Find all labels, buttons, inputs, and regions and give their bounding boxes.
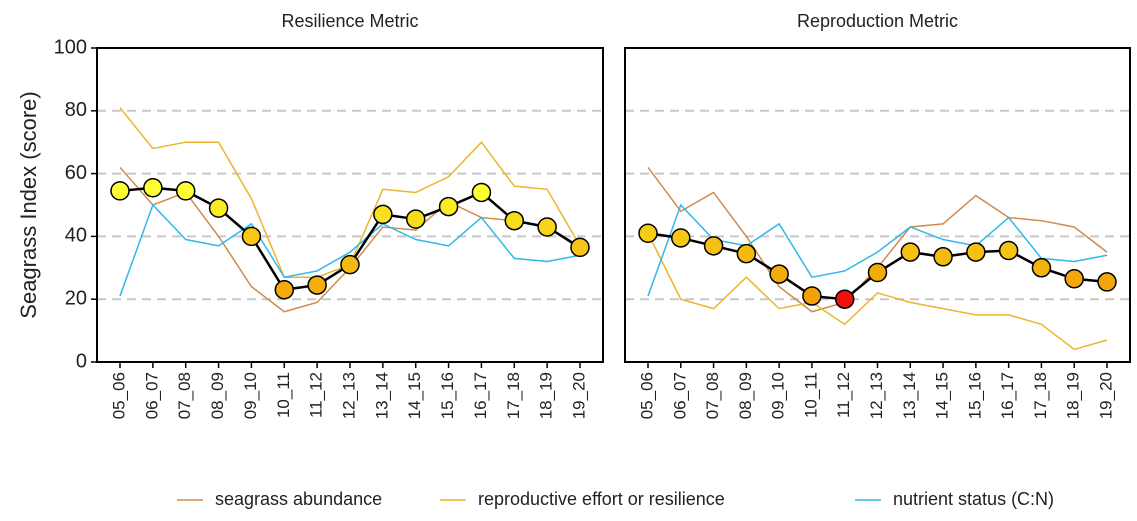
index-point	[671, 228, 691, 248]
index-point	[570, 237, 590, 258]
series-line	[119, 203, 581, 297]
panel-frame	[96, 47, 604, 363]
panel-title: Reproduction Metric	[797, 11, 958, 31]
y-tick-label: 0	[76, 350, 87, 372]
x-tick-label: 10_11	[801, 372, 820, 418]
x-tick-label: 07_08	[175, 372, 194, 419]
index-point	[1064, 269, 1084, 289]
x-tick-label: 09_10	[241, 372, 260, 419]
legend-label: reproductive effort or resilience	[478, 489, 725, 509]
x-tick-label: 16_17	[998, 372, 1017, 419]
y-tick-label: 40	[65, 225, 87, 247]
x-tick-label: 12_13	[867, 372, 886, 419]
y-tick-label: 100	[54, 36, 87, 58]
y-tick-label: 20	[65, 287, 87, 309]
index-point	[373, 204, 393, 225]
x-tick-label: 05_06	[637, 372, 656, 419]
y-tick-label: 80	[65, 99, 87, 121]
y-tick-label: 60	[65, 162, 87, 184]
index-point	[1097, 272, 1117, 292]
x-tick-label: 15_16	[438, 372, 457, 419]
index-point	[471, 182, 492, 203]
x-tick-label: 18_19	[1064, 372, 1083, 419]
x-tick-label: 16_17	[471, 372, 490, 419]
panel-frame	[624, 47, 1131, 363]
x-tick-label: 12_13	[339, 372, 358, 419]
x-tick-label: 18_19	[537, 372, 556, 419]
index-point	[966, 242, 986, 262]
index-point	[208, 198, 229, 218]
x-tick-label: 14_15	[933, 372, 952, 419]
x-tick-label: 08_09	[208, 372, 227, 419]
series-line	[647, 203, 1108, 297]
x-tick-label: 06_07	[670, 372, 689, 419]
legend-label: nutrient status (C:N)	[893, 489, 1054, 509]
index-point	[736, 243, 757, 264]
index-point	[405, 209, 426, 229]
index-point	[537, 217, 557, 237]
index-point	[900, 242, 921, 262]
x-tick-label: 07_08	[703, 372, 722, 419]
index-point	[307, 275, 327, 295]
x-tick-label: 13_14	[900, 372, 919, 419]
index-point	[1031, 258, 1052, 278]
index-point	[241, 226, 262, 247]
x-tick-label: 05_06	[109, 372, 128, 419]
x-tick-label: 08_09	[736, 372, 755, 419]
index-point	[504, 210, 525, 231]
index-point	[998, 240, 1019, 261]
x-tick-label: 15_16	[965, 372, 984, 419]
x-tick-label: 11_12	[307, 372, 326, 418]
x-tick-label: 19_20	[569, 372, 588, 419]
x-tick-label: 13_14	[372, 372, 391, 419]
index-point	[638, 223, 658, 244]
x-tick-label: 09_10	[769, 372, 788, 419]
index-point	[933, 247, 953, 267]
legend-label: seagrass abundance	[215, 489, 382, 509]
index-point	[703, 236, 724, 256]
x-tick-label: 14_15	[405, 372, 424, 419]
index-point	[769, 264, 789, 284]
index-point	[438, 196, 459, 217]
index-point	[175, 181, 196, 201]
index-point	[274, 280, 295, 300]
index-point	[143, 177, 163, 198]
index-point	[802, 286, 822, 306]
x-tick-label: 17_18	[1031, 372, 1050, 419]
index-line	[119, 186, 581, 292]
x-tick-label: 11_12	[834, 372, 853, 418]
y-axis-label: Seagrass Index (score)	[16, 91, 41, 318]
index-point	[834, 289, 855, 309]
x-tick-label: 17_18	[504, 372, 523, 419]
x-tick-label: 19_20	[1096, 372, 1115, 419]
index-point	[110, 181, 130, 201]
index-point	[867, 262, 888, 283]
x-tick-label: 06_07	[142, 372, 161, 419]
x-tick-label: 10_11	[274, 372, 293, 418]
panel-title: Resilience Metric	[281, 11, 418, 31]
series-line	[647, 232, 1108, 351]
index-point	[340, 254, 360, 275]
